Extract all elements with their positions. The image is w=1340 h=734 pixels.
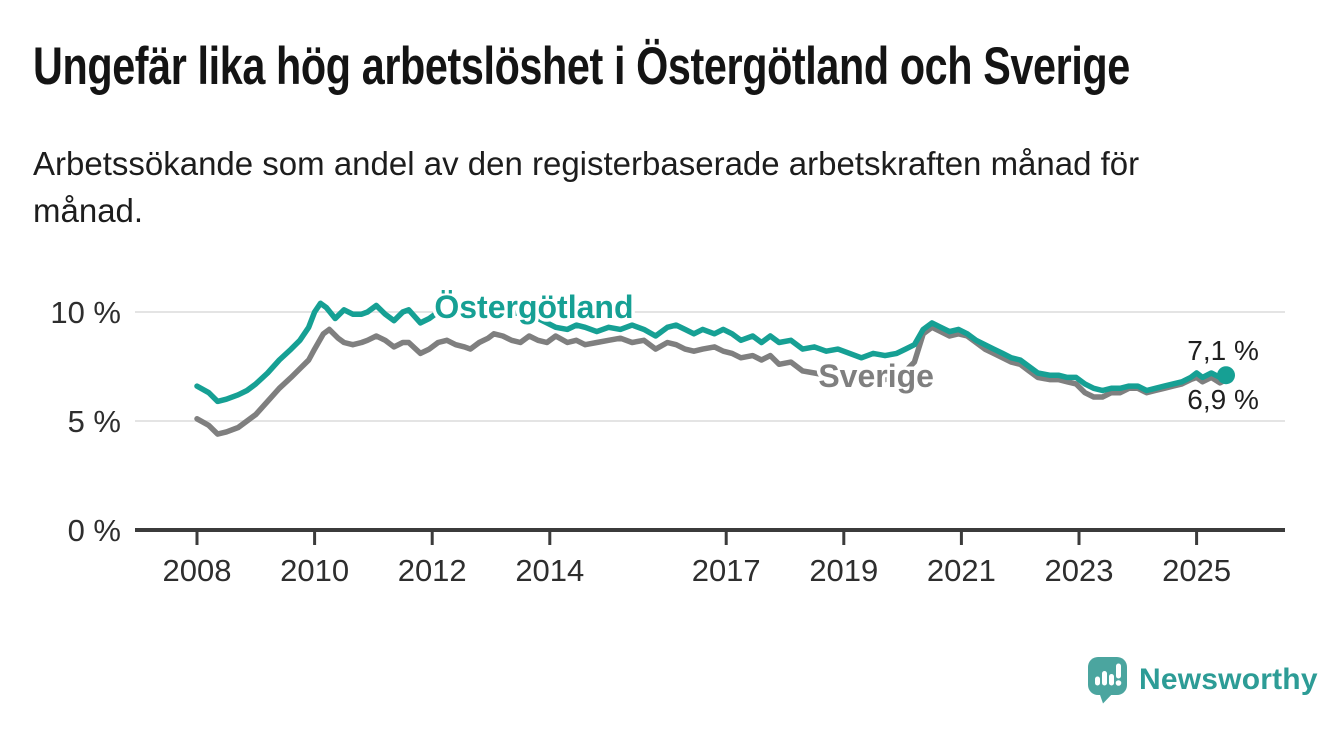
logo-exclamation-dot xyxy=(1115,680,1122,686)
end-value-label-ostergotland: 7,1 % xyxy=(1187,335,1259,366)
series-label-ostergotland: Östergötland xyxy=(434,289,633,325)
y-tick-label-5pct: 5 % xyxy=(68,404,121,439)
x-tick-label-2014: 2014 xyxy=(515,553,584,588)
newsworthy-logo: Newsworthy xyxy=(1087,656,1318,704)
series-end-dot-ostergotland xyxy=(1217,366,1235,385)
x-tick-label-2025: 2025 xyxy=(1162,553,1231,588)
subtitle-line-2: månad. xyxy=(33,192,144,229)
logo-bubble-tail xyxy=(1099,692,1114,704)
logo-bar-1 xyxy=(1095,676,1100,686)
y-tick-label-0pct: 0 % xyxy=(68,513,121,548)
logo-exclamation-bar xyxy=(1116,663,1121,679)
subtitle-line-1: Arbetssökande som andel av den registerb… xyxy=(33,145,1140,182)
series-label-sverige: Sverige xyxy=(818,358,934,394)
x-tick-label-2021: 2021 xyxy=(927,553,996,588)
logo-bubble xyxy=(1088,657,1127,695)
end-value-label-sverige: 6,9 % xyxy=(1187,384,1259,415)
x-tick-label-2017: 2017 xyxy=(692,553,761,588)
logo-bar-2 xyxy=(1102,671,1107,686)
x-tick-label-2010: 2010 xyxy=(280,553,349,588)
y-tick-label-10pct: 10 % xyxy=(50,295,121,330)
x-tick-label-2019: 2019 xyxy=(809,553,878,588)
x-tick-label-2023: 2023 xyxy=(1045,553,1114,588)
newsworthy-logo-text: Newsworthy xyxy=(1139,663,1318,696)
page-subtitle: Arbetssökande som andel av den registerb… xyxy=(33,140,1139,234)
logo-bar-3 xyxy=(1109,674,1114,686)
series-line-sverige xyxy=(194,324,1229,437)
newsworthy-logo-icon xyxy=(1088,657,1127,704)
series-line-ostergotland xyxy=(194,300,1229,405)
page-title: Ungefär lika hög arbetslöshet i Östergöt… xyxy=(33,37,1130,96)
x-tick-label-2012: 2012 xyxy=(398,553,467,588)
x-tick-label-2008: 2008 xyxy=(163,553,232,588)
